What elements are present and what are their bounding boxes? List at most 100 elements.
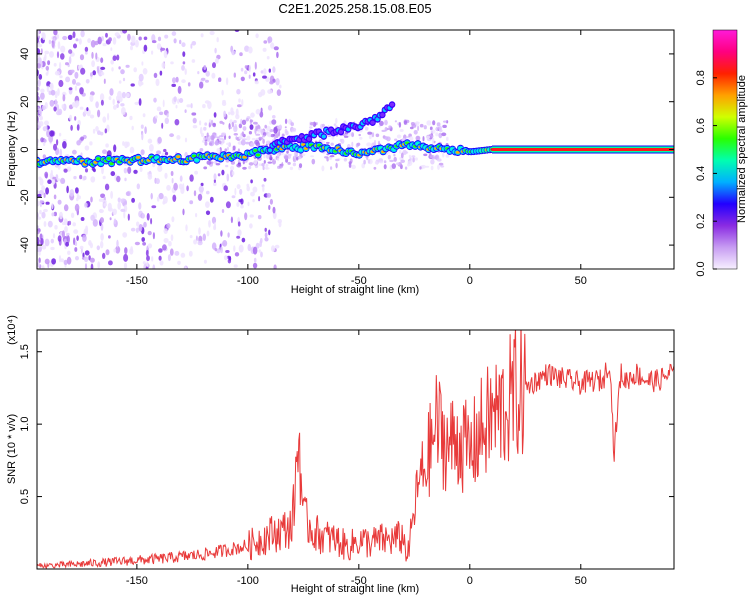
spectrogram-halo-cell bbox=[298, 156, 302, 160]
spectrogram-noise-cell bbox=[234, 187, 237, 196]
spectrogram-halo-cell bbox=[446, 120, 449, 124]
spectrogram-halo-cell bbox=[295, 157, 299, 161]
spectrogram-noise-cell bbox=[268, 68, 271, 73]
spectrogram-noise-cell bbox=[68, 56, 72, 65]
spectrogram-noise-cell bbox=[129, 248, 134, 255]
spectrogram-halo-cell bbox=[242, 166, 247, 170]
spectrogram-halo-cell bbox=[366, 142, 372, 147]
spectrogram-halo-cell bbox=[403, 151, 409, 154]
spectrogram-halo-cell bbox=[271, 119, 277, 125]
ridge-core-cell bbox=[96, 157, 101, 161]
chart-title: C2E1.2025.258.15.08.E05 bbox=[278, 1, 431, 16]
spectrogram-noise-cell bbox=[74, 71, 79, 79]
spectrogram-noise-cell bbox=[157, 165, 163, 172]
spectrogram-noise-cell bbox=[78, 38, 82, 45]
spectrogram-noise-cell bbox=[41, 185, 45, 192]
spectrogram-noise-cell bbox=[90, 176, 96, 183]
spectrogram-halo-cell bbox=[430, 129, 436, 134]
spectrogram-halo-cell bbox=[204, 122, 208, 126]
spectrogram-noise-cell bbox=[248, 46, 253, 54]
ridge-core-cell bbox=[255, 153, 261, 157]
spectrogram-noise-cell bbox=[62, 141, 67, 149]
spectrogram-halo-cell bbox=[356, 142, 361, 146]
spectrogram-noise-cell bbox=[194, 170, 199, 175]
spectrogram-noise-cell bbox=[268, 229, 271, 236]
spectrogram-noise-cell bbox=[151, 50, 154, 55]
spectrogram-noise-cell bbox=[146, 255, 150, 262]
spectrogram-noise-cell bbox=[74, 241, 78, 247]
spectrogram-noise-cell bbox=[134, 39, 139, 48]
spectrogram-halo-cell bbox=[351, 131, 354, 138]
spectrogram-noise-cell bbox=[252, 72, 256, 77]
spectrogram-noise-cell bbox=[218, 77, 222, 82]
spectrogram-noise-cell bbox=[113, 248, 117, 253]
spectrogram-noise-cell bbox=[272, 115, 276, 119]
spectrogram-noise-cell bbox=[193, 190, 197, 197]
spectrogram-noise-cell bbox=[249, 124, 254, 130]
spectrogram-halo-cell bbox=[410, 122, 415, 126]
spectrogram-noise-cell bbox=[58, 79, 64, 88]
spectrogram-noise-cell bbox=[121, 91, 126, 99]
spectrogram-halo-cell bbox=[377, 140, 381, 146]
spectrogram-noise-cell bbox=[187, 82, 191, 87]
spectrogram-noise-cell bbox=[205, 210, 211, 216]
spectrogram-noise-cell bbox=[274, 244, 280, 249]
colorbar-ticks: 0.0 0.2 0.4 0.6 0.8 bbox=[695, 70, 717, 277]
spectrogram-halo-cell bbox=[368, 134, 372, 140]
spectrogram-noise-cell bbox=[116, 54, 120, 61]
spectrogram-noise-cell bbox=[51, 212, 55, 217]
spectrogram-noise-cell bbox=[171, 83, 176, 87]
colorbar-label: Normalized spectral amplitude bbox=[736, 75, 748, 223]
spectrogram-halo-cell bbox=[436, 122, 441, 127]
spectrogram-halo-cell bbox=[248, 131, 252, 135]
spectrogram-noise-cell bbox=[214, 47, 217, 54]
spectrogram-halo-cell bbox=[417, 125, 420, 131]
spectrogram-halo-cell bbox=[430, 155, 435, 159]
spectrogram-halo-cell bbox=[335, 158, 340, 162]
spectrogram-halo-cell bbox=[395, 162, 400, 165]
spectrogram-halo-cell bbox=[373, 166, 377, 170]
spectrogram-noise-cell bbox=[49, 99, 55, 107]
spectrogram-noise-cell bbox=[180, 252, 186, 258]
spectrogram-noise-cell bbox=[171, 31, 177, 36]
spectrogram-noise-cell bbox=[99, 93, 105, 101]
spectrogram-noise-cell bbox=[48, 134, 54, 143]
spectrogram-noise-cell bbox=[244, 45, 250, 52]
spectrogram-noise-cell bbox=[153, 97, 157, 103]
spectrogram-noise-cell bbox=[142, 242, 147, 246]
spectrogram-noise-cell bbox=[59, 211, 63, 220]
spectrogram-noise-cell bbox=[264, 237, 269, 242]
spectrogram-noise-cell bbox=[53, 194, 57, 200]
spectrogram-noise-cell bbox=[182, 61, 186, 65]
spectrogram-noise-cell bbox=[237, 104, 242, 108]
spectrogram-noise-cell bbox=[92, 70, 96, 76]
spectrogram-noise-cell bbox=[200, 182, 204, 187]
spectrogram-halo-cell bbox=[234, 123, 237, 130]
spectrogram-noise-cell bbox=[166, 113, 169, 118]
spectrogram-noise-cell bbox=[66, 256, 72, 265]
spectrogram-noise-cell bbox=[52, 233, 56, 239]
spectrogram-noise-cell bbox=[43, 192, 46, 198]
spectrogram-halo-cell bbox=[379, 120, 384, 126]
spectrogram-halo-cell bbox=[242, 159, 245, 165]
spectrogram-noise-cell bbox=[120, 69, 125, 75]
spectrogram-noise-cell bbox=[171, 216, 175, 223]
spectrogram-noise-cell bbox=[203, 65, 207, 70]
spectrogram-noise-cell bbox=[41, 211, 46, 219]
spectrogram-noise-cell bbox=[74, 203, 80, 212]
spectrogram-noise-cell bbox=[54, 225, 58, 230]
spectrogram-y-ticks: -40 -20 0 20 40 bbox=[19, 48, 674, 253]
spectrogram-noise-cell bbox=[54, 90, 58, 99]
spectrogram-noise-cell bbox=[264, 232, 268, 239]
spectrogram-noise-cell bbox=[214, 247, 218, 252]
colorbar-tick-label: 0.8 bbox=[695, 70, 707, 85]
spectrogram-halo-cell bbox=[409, 136, 414, 141]
spectrogram-noise-cell bbox=[85, 79, 90, 84]
spectrogram-noise-cell bbox=[97, 65, 99, 74]
spectrogram-noise-cell bbox=[89, 114, 95, 119]
spectrogram-halo-cell bbox=[396, 134, 402, 139]
spectrogram-noise-cell bbox=[79, 106, 84, 110]
spectrogram-halo-cell bbox=[253, 159, 258, 165]
spectrogram-noise-cell bbox=[237, 221, 241, 227]
spectrogram-noise-cell bbox=[107, 112, 110, 121]
